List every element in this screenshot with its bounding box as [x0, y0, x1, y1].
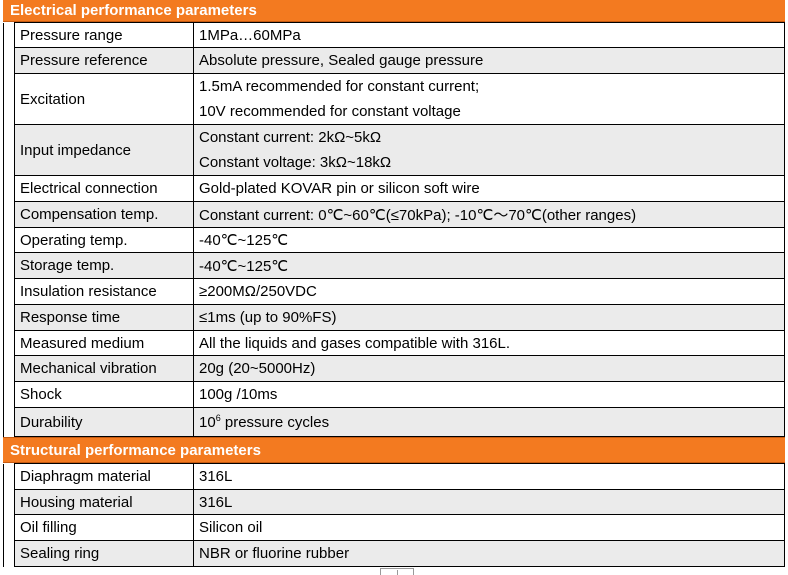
durability-text: pressure cycles — [220, 413, 330, 431]
table-row: Storage temp. -40℃~125℃ — [3, 252, 785, 279]
row-label: Pressure reference — [14, 47, 194, 74]
page-edge-marker — [380, 568, 414, 575]
table-row: Electrical connection Gold-plated KOVAR … — [3, 175, 785, 202]
row-value: 100g /10ms — [193, 381, 785, 408]
row-value: Silicon oil — [193, 514, 785, 541]
row-label: Diaphragm material — [14, 463, 194, 490]
spec-sheet: Electrical performance parameters Pressu… — [3, 0, 785, 567]
row-value: 20g (20~5000Hz) — [193, 355, 785, 382]
table-row: Pressure reference Absolute pressure, Se… — [3, 47, 785, 74]
section-header-structural: Structural performance parameters — [3, 437, 785, 463]
durability-exponent: 6 — [215, 412, 221, 423]
table-row: Excitation 1.5mA recommended for constan… — [3, 73, 785, 125]
row-label: Durability — [14, 407, 194, 437]
section-header-electrical: Electrical performance parameters — [3, 0, 785, 22]
row-label: Compensation temp. — [14, 201, 194, 228]
row-value: Constant current: 2kΩ~5kΩ Constant volta… — [193, 124, 785, 176]
row-label: Storage temp. — [14, 252, 194, 279]
row-label: Excitation — [14, 73, 194, 125]
row-value: 316L — [193, 489, 785, 515]
row-label: Electrical connection — [14, 175, 194, 202]
durability-base: 10 — [199, 413, 216, 431]
table-row: Mechanical vibration 20g (20~5000Hz) — [3, 355, 785, 382]
row-value: 1MPa…60MPa — [193, 22, 785, 48]
row-label: Input impedance — [14, 124, 194, 176]
table-row: Shock 100g /10ms — [3, 381, 785, 408]
table-row: Pressure range 1MPa…60MPa — [3, 22, 785, 48]
row-value: NBR or fluorine rubber — [193, 540, 785, 567]
row-value: ≥200MΩ/250VDC — [193, 278, 785, 305]
table-row: Input impedance Constant current: 2kΩ~5k… — [3, 124, 785, 176]
row-label: Operating temp. — [14, 227, 194, 253]
section-title: Electrical performance parameters — [10, 2, 257, 19]
row-label: Sealing ring — [14, 540, 194, 567]
table-row: Insulation resistance ≥200MΩ/250VDC — [3, 278, 785, 305]
row-value: 316L — [193, 463, 785, 490]
row-label: Shock — [14, 381, 194, 408]
structural-params-table: Diaphragm material 316L Housing material… — [3, 463, 785, 567]
table-row: Measured medium All the liquids and gase… — [3, 330, 785, 356]
value-line: Constant current: 2kΩ~5kΩ — [199, 129, 382, 146]
row-label: Pressure range — [14, 22, 194, 48]
table-row: Response time ≤1ms (up to 90%FS) — [3, 304, 785, 331]
row-value: -40℃~125℃ — [193, 252, 785, 279]
row-value: Constant current: 0℃~60℃(≤70kPa); -10℃～7… — [193, 201, 785, 228]
row-value: 1.5mA recommended for constant current; … — [193, 73, 785, 125]
row-value: All the liquids and gases compatible wit… — [193, 330, 785, 356]
table-row: Compensation temp. Constant current: 0℃~… — [3, 201, 785, 228]
row-label: Housing material — [14, 489, 194, 515]
value-line: Constant voltage: 3kΩ~18kΩ — [199, 154, 392, 171]
row-label: Response time — [14, 304, 194, 331]
row-label: Mechanical vibration — [14, 355, 194, 382]
row-label: Measured medium — [14, 330, 194, 356]
row-value: -40℃~125℃ — [193, 227, 785, 253]
row-value: Absolute pressure, Sealed gauge pressure — [193, 47, 785, 74]
section-title: Structural performance parameters — [10, 442, 261, 459]
table-row: Diaphragm material 316L — [3, 463, 785, 490]
row-value: Gold-plated KOVAR pin or silicon soft wi… — [193, 175, 785, 202]
value-line: 10V recommended for constant voltage — [199, 103, 461, 120]
row-value: ≤1ms (up to 90%FS) — [193, 304, 785, 331]
row-label: Oil filling — [14, 514, 194, 541]
row-label: Insulation resistance — [14, 278, 194, 305]
value-line: 1.5mA recommended for constant current; — [199, 78, 480, 95]
table-row: Housing material 316L — [3, 489, 785, 515]
table-row: Durability 106 pressure cycles — [3, 407, 785, 437]
row-value: 106 pressure cycles — [193, 407, 785, 437]
table-row: Sealing ring NBR or fluorine rubber — [3, 540, 785, 567]
table-row: Operating temp. -40℃~125℃ — [3, 227, 785, 253]
electrical-params-table: Pressure range 1MPa…60MPa Pressure refer… — [3, 22, 785, 437]
table-row: Oil filling Silicon oil — [3, 514, 785, 541]
